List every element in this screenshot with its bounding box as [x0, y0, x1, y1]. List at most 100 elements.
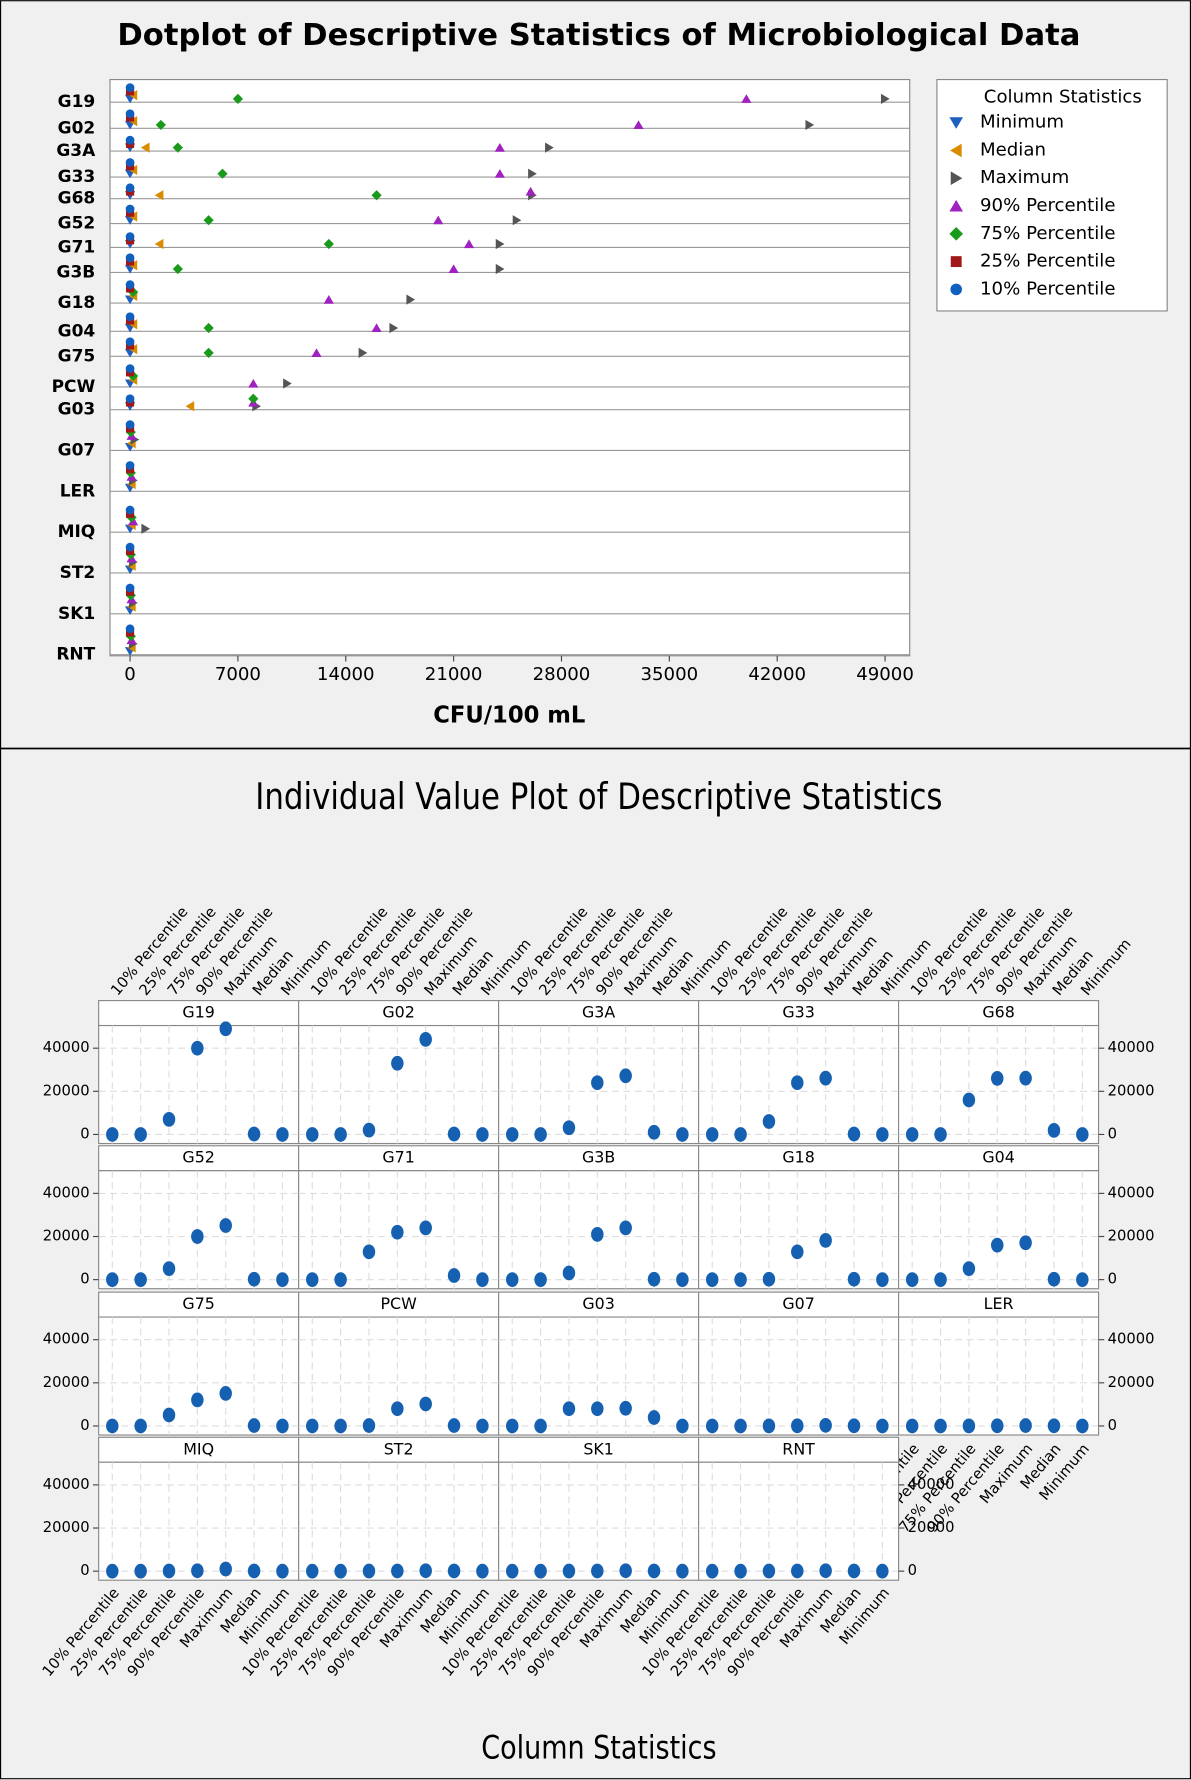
y-tick-label: 20000 [1108, 1374, 1155, 1391]
y-tick-label: 20000 [43, 1519, 90, 1536]
strip [98, 1000, 300, 1027]
legend-label: 10% Percentile [980, 278, 1115, 299]
point [447, 1418, 461, 1433]
marker [125, 109, 135, 119]
point [506, 1272, 519, 1288]
y-tick-label: 20000 [43, 1082, 90, 1099]
point [562, 1120, 576, 1136]
point [534, 1563, 547, 1579]
y-tick-label: 20000 [1108, 1228, 1155, 1245]
y-tick-label: 0 [1108, 1417, 1117, 1434]
point [791, 1418, 804, 1434]
point [819, 1417, 832, 1433]
point [619, 1563, 632, 1579]
point [419, 1563, 432, 1579]
panel [298, 1461, 500, 1581]
point [1019, 1418, 1032, 1433]
legend-marker [950, 256, 962, 268]
panel-title: ST2 [384, 1439, 414, 1458]
point [276, 1418, 289, 1434]
marker [358, 347, 368, 359]
marker [545, 142, 554, 153]
point [1076, 1127, 1089, 1142]
x-tick-label: 0 [124, 664, 136, 685]
strip [298, 1436, 500, 1463]
point [562, 1265, 576, 1281]
point [676, 1127, 689, 1142]
point [734, 1563, 747, 1579]
point [562, 1401, 576, 1417]
point [334, 1127, 347, 1142]
y-tick-label: 20000 [43, 1374, 90, 1391]
marker [463, 239, 475, 249]
y-tick-label: 40000 [1108, 1039, 1155, 1056]
point [591, 1401, 604, 1417]
point [134, 1272, 147, 1288]
strip [498, 1436, 700, 1463]
legend-marker [949, 199, 964, 212]
point [847, 1271, 861, 1287]
y-tick-label: G07 [58, 440, 96, 460]
point [905, 1418, 919, 1434]
point [306, 1272, 319, 1288]
point [1047, 1418, 1061, 1434]
point [276, 1127, 289, 1142]
point [734, 1418, 747, 1434]
point [106, 1418, 119, 1434]
marker [125, 253, 135, 263]
panel-title: G3A [582, 1003, 615, 1022]
panel [298, 1316, 500, 1436]
point [591, 1563, 604, 1579]
y-tick-label: PCW [52, 377, 96, 397]
panel-title: G03 [582, 1294, 614, 1313]
point [191, 1040, 204, 1056]
point [362, 1122, 376, 1138]
y-tick-label: 40000 [43, 1184, 90, 1201]
y-tick-label: MIQ [58, 522, 96, 542]
point [762, 1114, 776, 1129]
panel-title: G52 [182, 1148, 214, 1167]
point [734, 1127, 747, 1142]
strip [498, 1291, 700, 1318]
y-tick-label: 40000 [43, 1331, 90, 1348]
panel-title: G33 [782, 1003, 814, 1022]
y-tick-label: G75 [58, 346, 96, 366]
point [734, 1272, 747, 1288]
point [419, 1396, 432, 1412]
panel-title: LER [984, 1294, 1014, 1313]
marker [140, 142, 150, 153]
y-tick-label: 0 [80, 1417, 89, 1434]
strip [98, 1436, 300, 1463]
point [162, 1111, 176, 1127]
strip [698, 1145, 900, 1172]
y-tick-label: G33 [58, 167, 96, 187]
marker [154, 238, 164, 250]
legend-marker [949, 227, 964, 241]
y-tick-label: 0 [80, 1125, 89, 1142]
panel [698, 1461, 900, 1581]
y-tick-label: 0 [908, 1562, 917, 1579]
panel-title: G68 [982, 1003, 1014, 1022]
y-tick-label: G68 [58, 189, 96, 209]
marker [125, 183, 135, 193]
x-tick-label: 35000 [640, 664, 698, 685]
legend-label: Maximum [980, 167, 1069, 188]
point [362, 1244, 376, 1260]
strip [98, 1145, 300, 1172]
point [391, 1401, 404, 1417]
panel-title: MIQ [183, 1439, 214, 1458]
point [1076, 1272, 1089, 1288]
marker [125, 624, 135, 634]
point [1019, 1235, 1032, 1251]
panel [98, 1461, 300, 1581]
point [162, 1261, 176, 1277]
panel-title: G75 [182, 1294, 214, 1313]
x-tick-label: 21000 [425, 664, 483, 685]
marker [805, 119, 815, 131]
point [334, 1272, 347, 1288]
y-tick-label: G71 [58, 237, 96, 257]
point [905, 1127, 919, 1142]
x-tick-label: 14000 [317, 664, 375, 685]
point [362, 1418, 376, 1433]
